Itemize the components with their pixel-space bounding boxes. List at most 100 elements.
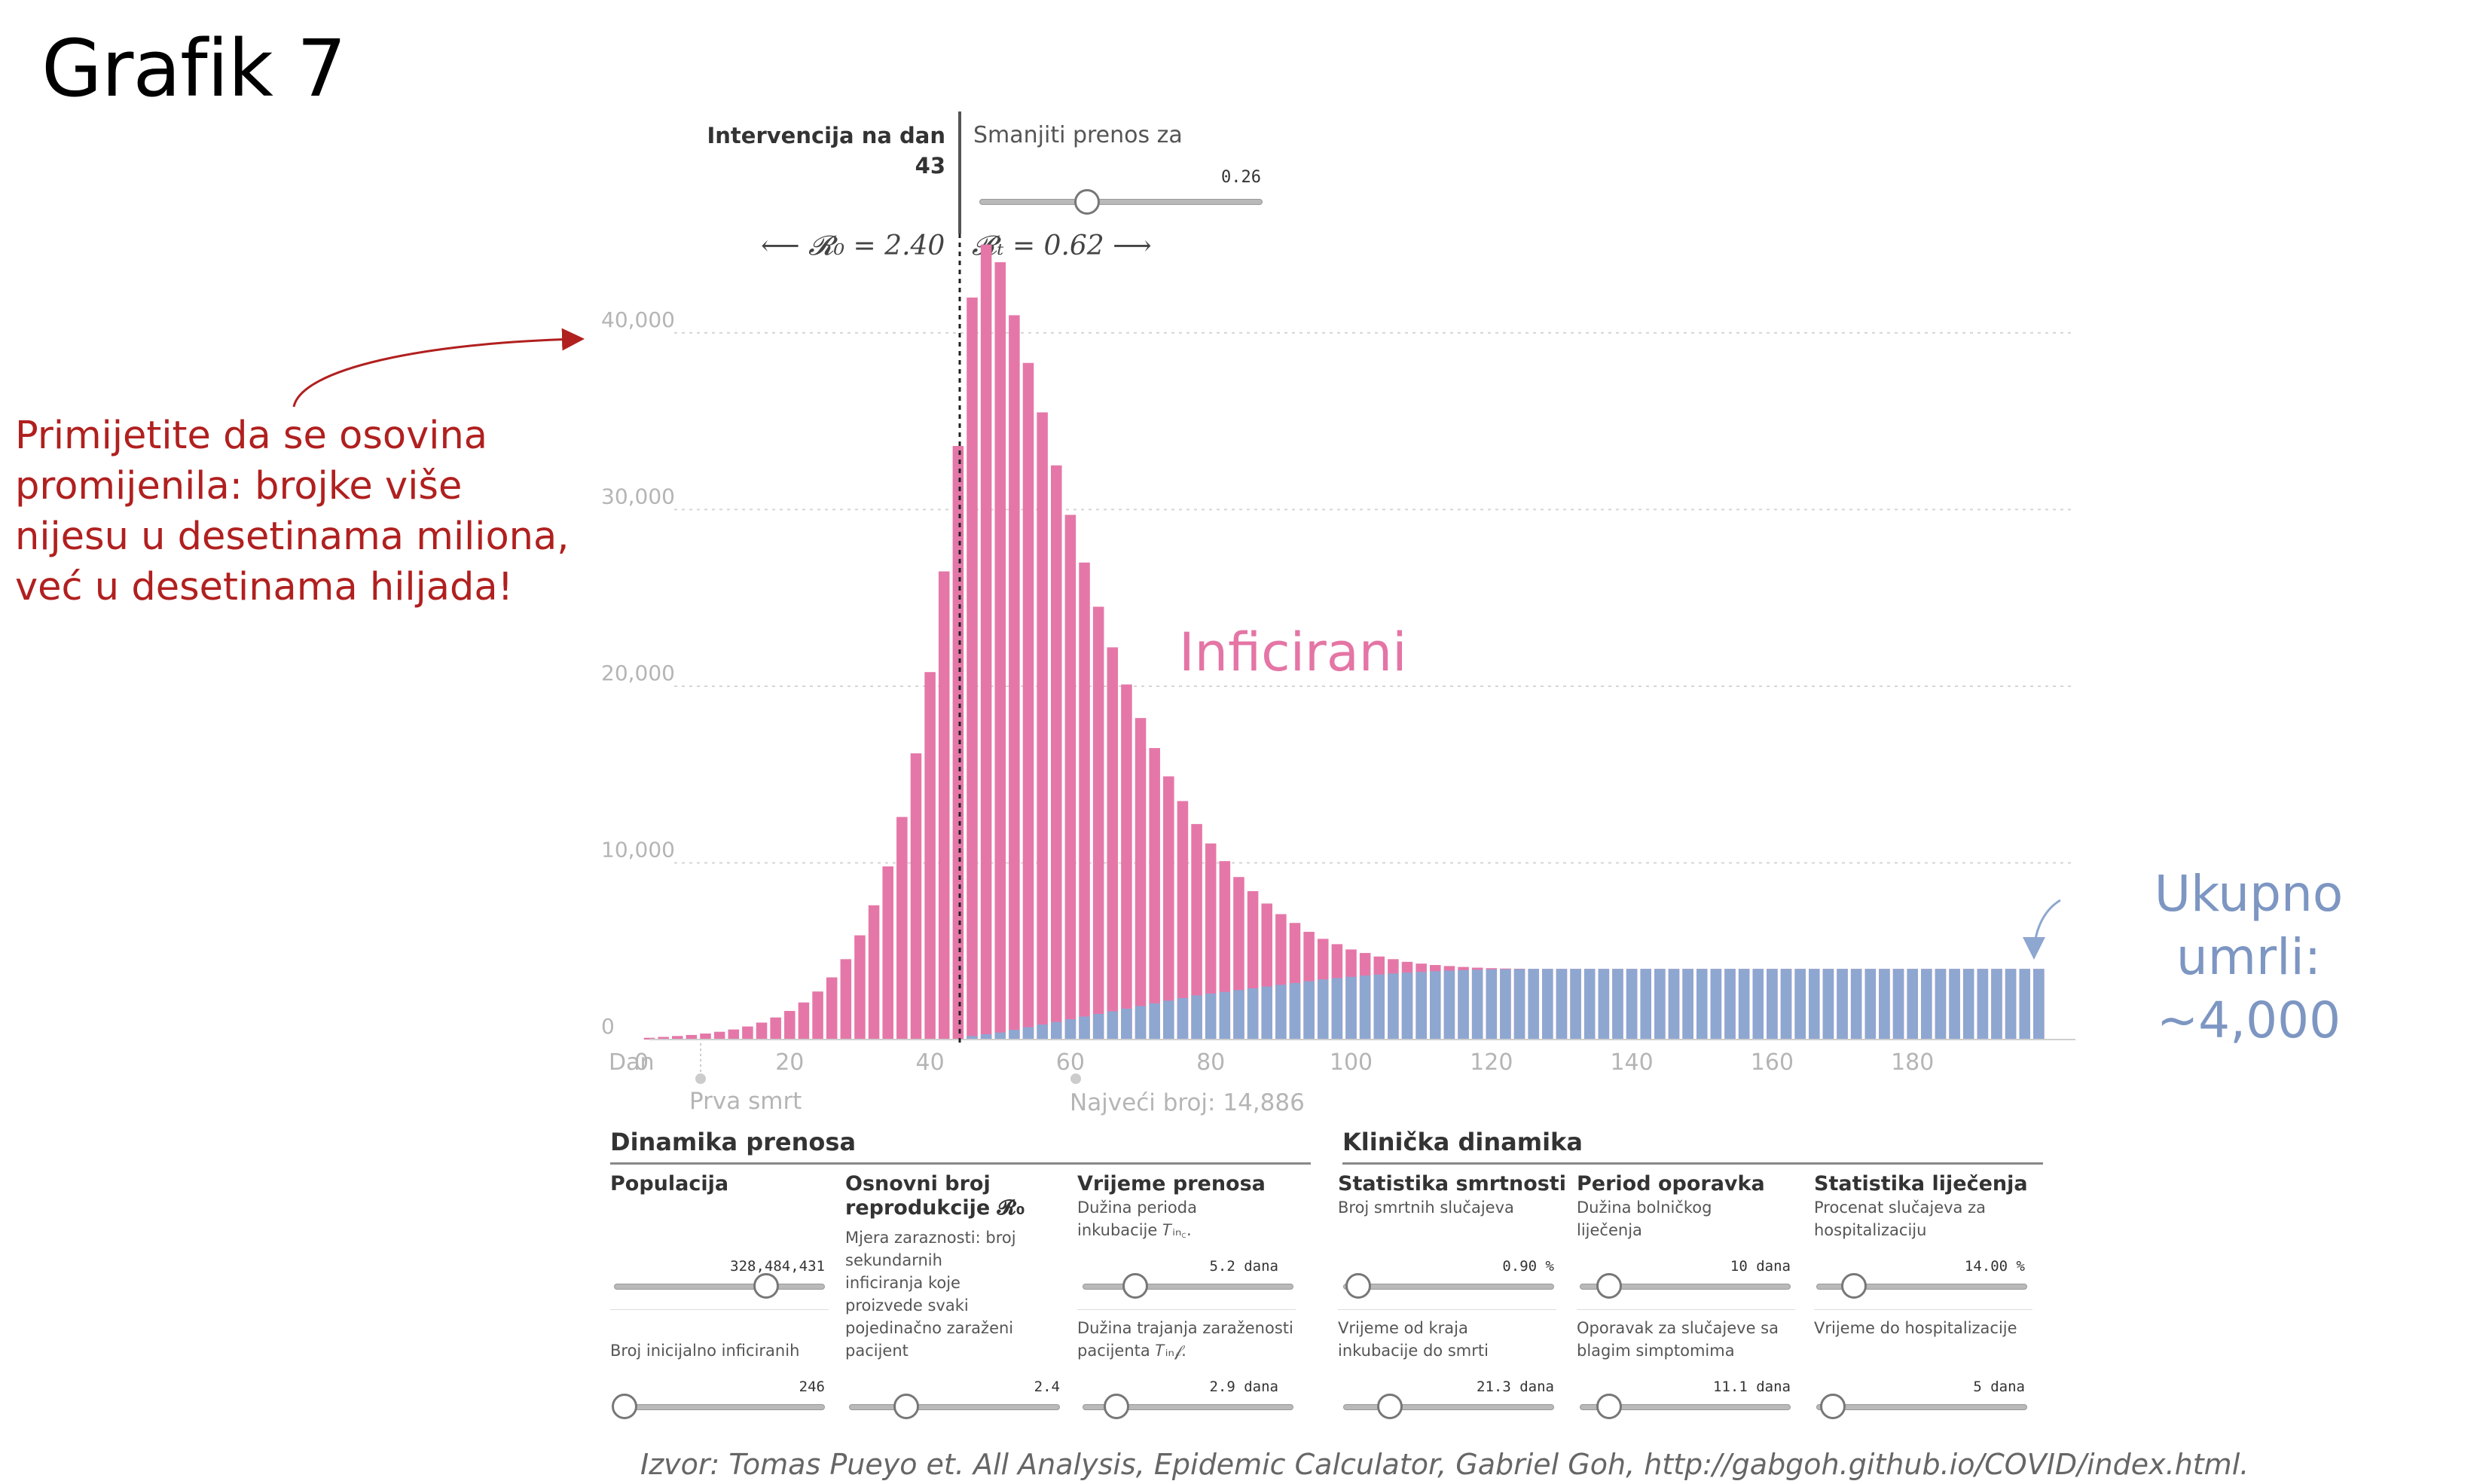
infectious-slider[interactable] — [1083, 1404, 1293, 1410]
hospitalization-rate-knob[interactable] — [1841, 1273, 1867, 1299]
deaths-bar — [1949, 969, 1960, 1040]
deaths-bar — [1345, 976, 1357, 1040]
initial-infected-desc: Broj inicijalno inficiranih — [610, 1342, 800, 1360]
infected-bar — [1205, 843, 1217, 1040]
hospital-stay-knob[interactable] — [1596, 1273, 1623, 1299]
r0-desc: Mjera zaraznosti: broj sekundarnih infic… — [845, 1229, 1016, 1360]
chart-gridlines — [674, 331, 2075, 864]
x-tick-label: 40 — [916, 1049, 945, 1076]
deaths-bar — [1092, 1013, 1104, 1040]
intervention-label: Intervencija na dan 43 — [678, 121, 945, 181]
population-knob[interactable] — [753, 1273, 779, 1299]
time-to-death-knob[interactable] — [1376, 1394, 1403, 1419]
mortality-rate-slider[interactable] — [1343, 1284, 1554, 1290]
incubation-knob[interactable] — [1122, 1273, 1148, 1299]
hospitalization-rate-value: 14.00 % — [1964, 1258, 2025, 1275]
reduce-transmission-value: 0.26 — [1221, 168, 1261, 187]
population-slider[interactable] — [614, 1284, 825, 1290]
infected-bar — [980, 244, 992, 1040]
infected-bar — [1022, 362, 1034, 1040]
time-to-hospital-slider[interactable] — [1816, 1404, 2027, 1410]
first-death-label: Prva smrt — [689, 1088, 802, 1115]
hospital-stay-slider[interactable] — [1580, 1284, 1791, 1290]
deaths-bar — [1921, 969, 1932, 1040]
mild-recovery-knob[interactable] — [1596, 1394, 1623, 1419]
treatment-divider — [1814, 1309, 2032, 1310]
y-tick-label: 30,000 — [601, 484, 675, 508]
infected-bar — [686, 1034, 698, 1040]
r0-slider[interactable] — [849, 1404, 1060, 1410]
deaths-bar — [1135, 1006, 1147, 1040]
deaths-bar — [1064, 1019, 1077, 1040]
peak-label: Najveći broj: 14,886 — [1070, 1089, 1305, 1116]
infected-bar — [1037, 412, 1048, 1040]
deaths-bar — [1022, 1027, 1034, 1040]
incubation-slider[interactable] — [1083, 1284, 1293, 1290]
deaths-bar — [2019, 969, 2031, 1040]
mortality-title: Statistika smrtnosti — [1338, 1172, 1566, 1195]
deaths-bar — [1626, 969, 1638, 1040]
hospitalization-rate-slider[interactable] — [1816, 1284, 2027, 1290]
deaths-bar — [1724, 969, 1736, 1040]
y-tick-label: 10,000 — [601, 837, 675, 862]
time-to-hospital-knob[interactable] — [1820, 1394, 1846, 1419]
time-to-hospital-desc: Vrijeme do hospitalizacije — [1814, 1319, 2017, 1337]
reduce-transmission-slider[interactable] — [979, 199, 1263, 205]
deaths-bar — [1696, 969, 1708, 1040]
deaths-bar — [1317, 979, 1329, 1040]
annotation-arrow — [292, 328, 585, 408]
initial-infected-slider[interactable] — [614, 1404, 825, 1410]
infected-bar — [728, 1029, 740, 1040]
deaths-bar — [1443, 970, 1455, 1040]
transmission-time-title: Vrijeme prenosa — [1077, 1172, 1266, 1195]
initial-infected-knob[interactable] — [612, 1394, 637, 1419]
deaths-bar — [1598, 969, 1610, 1040]
transmission-section-title: Dinamika prenosa — [610, 1128, 857, 1156]
intervention-handle[interactable] — [958, 111, 961, 234]
deaths-bar — [1837, 969, 1848, 1040]
deaths-bar — [1359, 976, 1371, 1040]
r0-value: 2.4 — [1034, 1379, 1060, 1395]
deaths-bar — [1654, 969, 1666, 1040]
deaths-bar — [1935, 969, 1947, 1040]
mild-recovery-slider[interactable] — [1580, 1404, 1791, 1410]
infected-bar — [938, 571, 950, 1040]
deaths-bar — [1850, 969, 1862, 1040]
population-divider — [610, 1309, 829, 1310]
reduce-transmission-knob[interactable] — [1073, 189, 1100, 215]
deaths-bar — [1794, 969, 1806, 1040]
infected-bar — [1121, 684, 1132, 1040]
r0-knob[interactable] — [893, 1394, 919, 1419]
infected-bar — [854, 935, 866, 1040]
mortality-rate-knob[interactable] — [1345, 1273, 1371, 1299]
deaths-bar — [1500, 969, 1511, 1040]
x-tick-label: 140 — [1610, 1049, 1653, 1076]
y-tick-label: 40,000 — [601, 307, 675, 332]
deaths-bar — [1303, 981, 1315, 1040]
deaths-bar — [1528, 969, 1539, 1040]
x-tick-label: 60 — [1056, 1049, 1085, 1076]
infected-bar — [868, 905, 880, 1040]
deaths-bar — [1767, 969, 1778, 1040]
infected-bar — [952, 446, 964, 1040]
infectious-knob[interactable] — [1103, 1394, 1129, 1419]
deaths-bar — [980, 1034, 992, 1040]
chart-bars — [643, 244, 2045, 1040]
deaths-bar — [1233, 990, 1244, 1040]
infected-bar — [742, 1026, 753, 1040]
time-to-death-slider[interactable] — [1343, 1404, 1554, 1410]
x-axis-prefix: Dan — [609, 1049, 655, 1076]
infected-bar — [1009, 315, 1020, 1040]
population-value: 328,484,431 — [730, 1258, 825, 1275]
deaths-arrow — [2023, 899, 2061, 960]
deaths-bar — [2005, 969, 2017, 1040]
deaths-bar — [1121, 1008, 1132, 1040]
deaths-bar — [1401, 973, 1413, 1040]
deaths-bar — [1991, 969, 2002, 1040]
deaths-bar — [994, 1032, 1006, 1040]
deaths-bar — [1612, 969, 1623, 1040]
infected-bar — [671, 1036, 683, 1040]
deaths-series-label: Ukupno umrli: ~4,000 — [2075, 863, 2422, 1052]
clinical-section-line — [1342, 1162, 2043, 1165]
deaths-bar — [1149, 1003, 1160, 1040]
